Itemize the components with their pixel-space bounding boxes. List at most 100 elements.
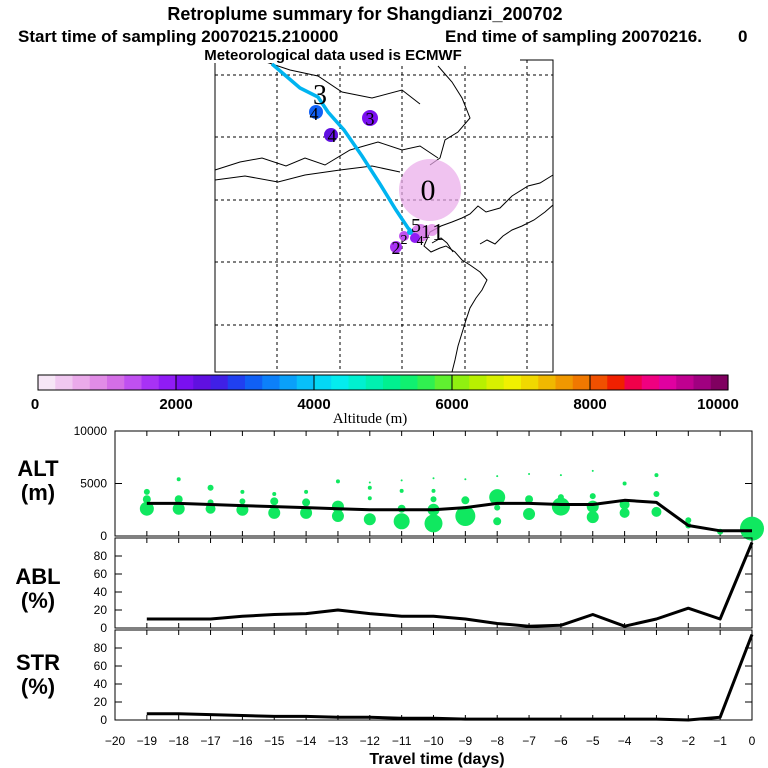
x-tick-label: −7 — [522, 734, 536, 748]
travel-time-axis: −20 −19 −18 −17 −16 −15 −14 −13 −12 −11 −10 −9 −8 −7−… — [105, 734, 756, 748]
altitude-scatter-point — [586, 511, 599, 524]
colorbar-cell — [693, 375, 712, 390]
altitude-scatter-point — [523, 507, 536, 520]
altitude-colorbar: 0 2000 4000 6000 8000 10000 Altitude (m) — [31, 374, 739, 427]
cluster-label: 0 — [421, 174, 436, 207]
altitude-scatter-point — [586, 500, 599, 513]
altitude-scatter-point — [174, 495, 183, 504]
alt-panel: 0 5000 10000 — [74, 424, 764, 543]
colorbar-tick: 4000 — [297, 396, 330, 413]
cluster-marker — [362, 110, 378, 126]
altitude-scatter-point — [496, 475, 499, 478]
x-tick-label: −19 — [137, 734, 158, 748]
met-label-backdrop — [175, 48, 520, 63]
colorbar-cell — [572, 375, 591, 390]
figure-title: Retroplume summary for Shangdianzi_20070… — [167, 4, 562, 24]
colorbar-cell — [555, 375, 574, 390]
map-coastlines — [214, 59, 554, 373]
abl-panel-unit: (%) — [21, 588, 55, 613]
colorbar-cell — [72, 375, 91, 390]
altitude-scatter-point — [654, 473, 659, 478]
altitude-scatter-point — [740, 516, 764, 541]
cluster-label: 4 — [310, 104, 319, 124]
altitude-scatter-point — [239, 498, 246, 505]
x-tick-label: −1 — [713, 734, 727, 748]
altitude-scatter-point — [368, 481, 371, 484]
abl-panel-label: ABL — [15, 564, 60, 589]
x-tick-label: −8 — [490, 734, 504, 748]
x-tick-label: −11 — [392, 734, 412, 748]
altitude-scatter-point — [557, 494, 564, 501]
colorbar-tick: 2000 — [159, 396, 192, 413]
trajectory-line — [270, 62, 418, 238]
altitude-scatter-point — [363, 513, 376, 526]
colorbar-cell — [262, 375, 281, 390]
altitude-scatter-point — [591, 469, 594, 472]
series-line — [146, 541, 754, 628]
colorbar-cell — [245, 375, 263, 390]
colorbar-cell — [383, 375, 401, 390]
end-time-label: End time of sampling 20070216. — [445, 27, 702, 46]
cluster-label: 2 — [401, 233, 408, 248]
colorbar-cell — [434, 375, 453, 390]
x-tick-label: −16 — [232, 734, 253, 748]
colorbar-cell — [365, 375, 384, 390]
altitude-scatter-point — [525, 495, 534, 504]
colorbar-tick: 8000 — [573, 396, 606, 413]
altitude-scatter-point — [430, 496, 437, 503]
colorbar-tick: 10000 — [697, 396, 739, 413]
y-tick-label: 40 — [94, 585, 108, 599]
cluster-marker — [410, 233, 420, 243]
y-tick-label: 0 — [100, 621, 107, 635]
colorbar-cell — [89, 375, 108, 390]
x-tick-label: −12 — [360, 734, 381, 748]
colorbar-cell — [348, 375, 367, 390]
x-tick-label: −14 — [296, 734, 317, 748]
colorbar-cell — [710, 375, 729, 390]
y-tick-label: 60 — [94, 567, 108, 581]
y-tick-label: 20 — [94, 603, 108, 617]
altitude-scatter-point — [493, 517, 502, 526]
altitude-scatter-point — [142, 495, 151, 504]
colorbar-cell — [659, 375, 677, 390]
alt-panel-unit: (m) — [21, 480, 55, 505]
y-tick-label: 60 — [94, 659, 108, 673]
colorbar-cell — [38, 375, 56, 390]
colorbar-cell — [641, 375, 660, 390]
altitude-scatter-point — [331, 500, 344, 513]
colorbar-cell — [158, 375, 177, 390]
altitude-scatter-point — [400, 479, 403, 482]
colorbar-cell — [503, 375, 522, 390]
release-plume-halo — [399, 159, 461, 221]
altitude-scatter-point — [399, 488, 404, 493]
alt-panel-label: ALT — [17, 456, 59, 481]
altitude-scatter-point — [272, 492, 277, 496]
x-tick-label: −18 — [169, 734, 190, 748]
altitude-scatter-point — [300, 506, 313, 519]
colorbar-cell — [141, 375, 160, 390]
x-tick-label: −10 — [423, 734, 444, 748]
end-time-value: 0 — [738, 27, 747, 46]
colorbar-cells — [38, 375, 729, 390]
altitude-scatter-point — [424, 514, 443, 533]
altitude-scatter-point — [393, 513, 410, 530]
colorbar-cell — [107, 375, 125, 390]
colorbar-cell — [314, 375, 332, 390]
colorbar-cell — [210, 375, 229, 390]
cluster-marker — [390, 241, 402, 253]
altitude-scatter-point — [455, 506, 476, 527]
colorbar-cell — [417, 375, 436, 390]
str-panel-label: STR — [16, 650, 60, 675]
x-tick-label: −9 — [459, 734, 473, 748]
y-tick-label: 80 — [94, 549, 108, 563]
altitude-scatter-point — [176, 477, 181, 482]
altitude-scatter-point — [431, 488, 436, 493]
colorbar-cell — [331, 375, 350, 390]
altitude-scatter-point — [172, 502, 185, 515]
colorbar-label: Altitude (m) — [333, 411, 408, 427]
altitude-scatter-point — [331, 510, 344, 523]
cluster-label: 5 — [411, 215, 421, 237]
colorbar-cell — [176, 375, 194, 390]
y-tick-label: 80 — [94, 641, 108, 655]
